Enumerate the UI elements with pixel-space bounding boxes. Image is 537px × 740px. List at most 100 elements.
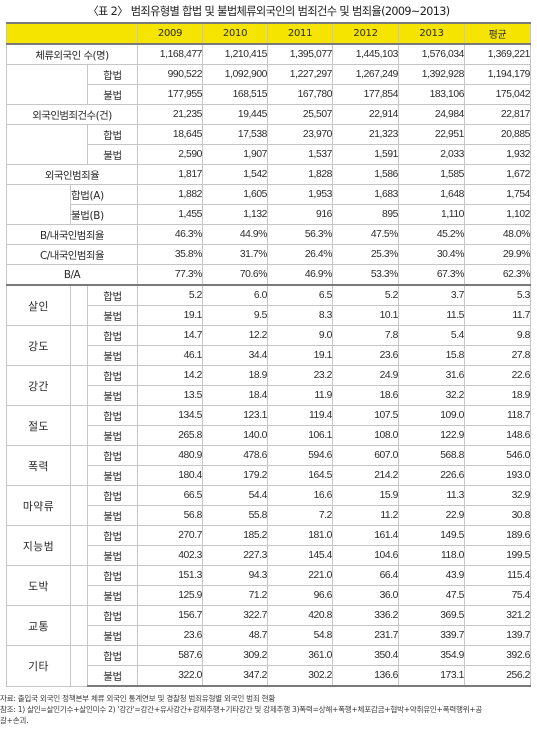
table-cell: 18.9: [464, 385, 532, 406]
table-cell: 322.0: [137, 665, 204, 687]
table-cell: 56.3%: [267, 224, 334, 245]
table-cell: 177,854: [332, 84, 400, 105]
table-row: 외국인범죄건수(건) 21,235 19,445 25,507 22,914 2…: [5, 104, 532, 125]
table-cell: 18.4: [202, 385, 269, 406]
table-cell: 149.5: [398, 525, 466, 546]
table-row: 교통 합법 156.7 322.7 420.8 336.2 369.5 321.2: [6, 605, 532, 646]
table-cell: 181.0: [267, 525, 334, 546]
table-cell: 125.9: [137, 585, 204, 606]
table-cell: 8.3: [267, 305, 334, 326]
header-year: 2010: [202, 22, 269, 45]
header-average: 평균: [464, 22, 532, 45]
table-row: 도박 합법 151.3 94.3 221.0 66.4 43.9 115.4: [6, 565, 532, 606]
table-cell: 46.3%: [137, 224, 204, 245]
table-row: 불법(B) 1,455 1,132 916 895 1,110 1,102: [7, 204, 532, 225]
header-corner: [5, 22, 139, 45]
row-sublabel: 불법: [86, 144, 139, 165]
table-row: 체류외국인 수(명) 1,168,477 1,210,415 1,395,077…: [5, 43, 532, 65]
table-cell: 199.5: [464, 545, 532, 566]
table-cell: 369.5: [398, 605, 466, 626]
table-cell: 594.6: [267, 445, 334, 466]
table-cell: 107.5: [332, 405, 400, 426]
row-label: B/A: [5, 264, 139, 286]
table-cell: 14.2: [137, 365, 204, 386]
table-cell: 77.3%: [137, 264, 204, 286]
table-cell: 1,455: [137, 204, 204, 225]
table-title: 〈표 2〉 범죄유형별 합법 및 불법체류외국인의 범죄건수 및 범죄율(200…: [87, 5, 450, 18]
table-cell: 546.0: [464, 445, 532, 466]
table-cell: 392.6: [464, 645, 532, 666]
blank-cell: [70, 645, 88, 687]
row-sublabel: 합법(A): [69, 184, 139, 205]
table-cell: 45.2%: [398, 224, 466, 245]
row-sublabel: 합법: [86, 445, 139, 466]
table-cell: 134.5: [137, 405, 204, 426]
table-cell: 15.9: [332, 485, 400, 506]
table-cell: 990,522: [137, 64, 204, 85]
table-cell: 22,951: [398, 124, 466, 145]
crime-type-label: 기타: [6, 645, 71, 687]
row-sublabel: 불법: [86, 665, 139, 687]
crime-type-rows: 살인 합법 5.2 6.0 6.5 5.2 3.7 5.3 불법 19.1 9.5 8.3 10.1 11…: [6, 284, 532, 687]
table-cell: 136.6: [332, 665, 400, 687]
table-cell: 321.2: [464, 605, 532, 626]
table-row: 불법 180.4 179.2 164.5 214.2 226.6 193.0: [7, 465, 532, 486]
table-cell: 26.4%: [267, 244, 334, 265]
table-cell: 1,586: [332, 164, 400, 185]
table-cell: 193.0: [464, 465, 532, 486]
row-sublabel: 합법: [86, 565, 139, 586]
table-cell: 22,914: [332, 104, 400, 125]
table-cell: 175,042: [464, 84, 532, 105]
table-cell: 30.8: [464, 505, 532, 526]
row-sublabel: 불법: [86, 385, 139, 406]
row-sublabel: 불법: [86, 84, 139, 105]
table-cell: 179.2: [202, 465, 269, 486]
table-cell: 270.7: [137, 525, 204, 546]
table-cell: 156.7: [137, 605, 204, 626]
table-cell: 916: [267, 204, 334, 225]
source-note: 자료: 출입국 외국인 정책본부 체류 외국인 통계연보 및 경찰청 범죄유형별…: [0, 694, 276, 703]
table-cell: 44.9%: [202, 224, 269, 245]
crime-type-label: 절도: [6, 405, 71, 446]
table-cell: 1,882: [137, 184, 204, 205]
table-cell: 9.0: [267, 325, 334, 346]
table-cell: 302.2: [267, 665, 334, 687]
table-cell: 18.9: [202, 365, 269, 386]
row-label: 외국인범죄율: [5, 164, 139, 185]
table-cell: 66.5: [137, 485, 204, 506]
table-cell: 1,392,928: [398, 64, 466, 85]
table-cell: 11.2: [332, 505, 400, 526]
table-cell: 2,033: [398, 144, 466, 165]
table-cell: 27.8: [464, 345, 532, 366]
table-cell: 18.6: [332, 385, 400, 406]
table-cell: 19.1: [267, 345, 334, 366]
table-cell: 53.3%: [332, 264, 400, 286]
table-cell: 1,445,103: [332, 43, 400, 65]
row-sublabel: 합법: [86, 284, 139, 306]
row-sublabel: 불법(B): [69, 204, 139, 225]
table-cell: 227.3: [202, 545, 269, 566]
row-sublabel: 불법: [86, 505, 139, 526]
table-cell: 47.5%: [332, 224, 400, 245]
table-cell: 55.8: [202, 505, 269, 526]
table-cell: 1,132: [202, 204, 269, 225]
table-row: B/A 77.3% 70.6% 46.9% 53.3% 67.3% 62.3%: [5, 264, 532, 286]
table-cell: 104.6: [332, 545, 400, 566]
table-cell: 1,754: [464, 184, 532, 205]
table-cell: 478.6: [202, 445, 269, 466]
table-cell: 21,323: [332, 124, 400, 145]
table-cell: 62.3%: [464, 264, 532, 286]
row-label: C/내국인범죄율: [5, 244, 139, 265]
table-cell: 23.6: [332, 345, 400, 366]
table-cell: 24.9: [332, 365, 400, 386]
table-cell: 11.7: [464, 305, 532, 326]
table-cell: 1,267,249: [332, 64, 400, 85]
table-cell: 3.7: [398, 284, 466, 306]
table-cell: 31.7%: [202, 244, 269, 265]
row-sublabel: 불법: [86, 545, 139, 566]
crime-type-label: 마약류: [6, 485, 71, 526]
row-sublabel: 합법: [86, 124, 139, 145]
blank-cell: [70, 525, 88, 566]
table-cell: 17,538: [202, 124, 269, 145]
